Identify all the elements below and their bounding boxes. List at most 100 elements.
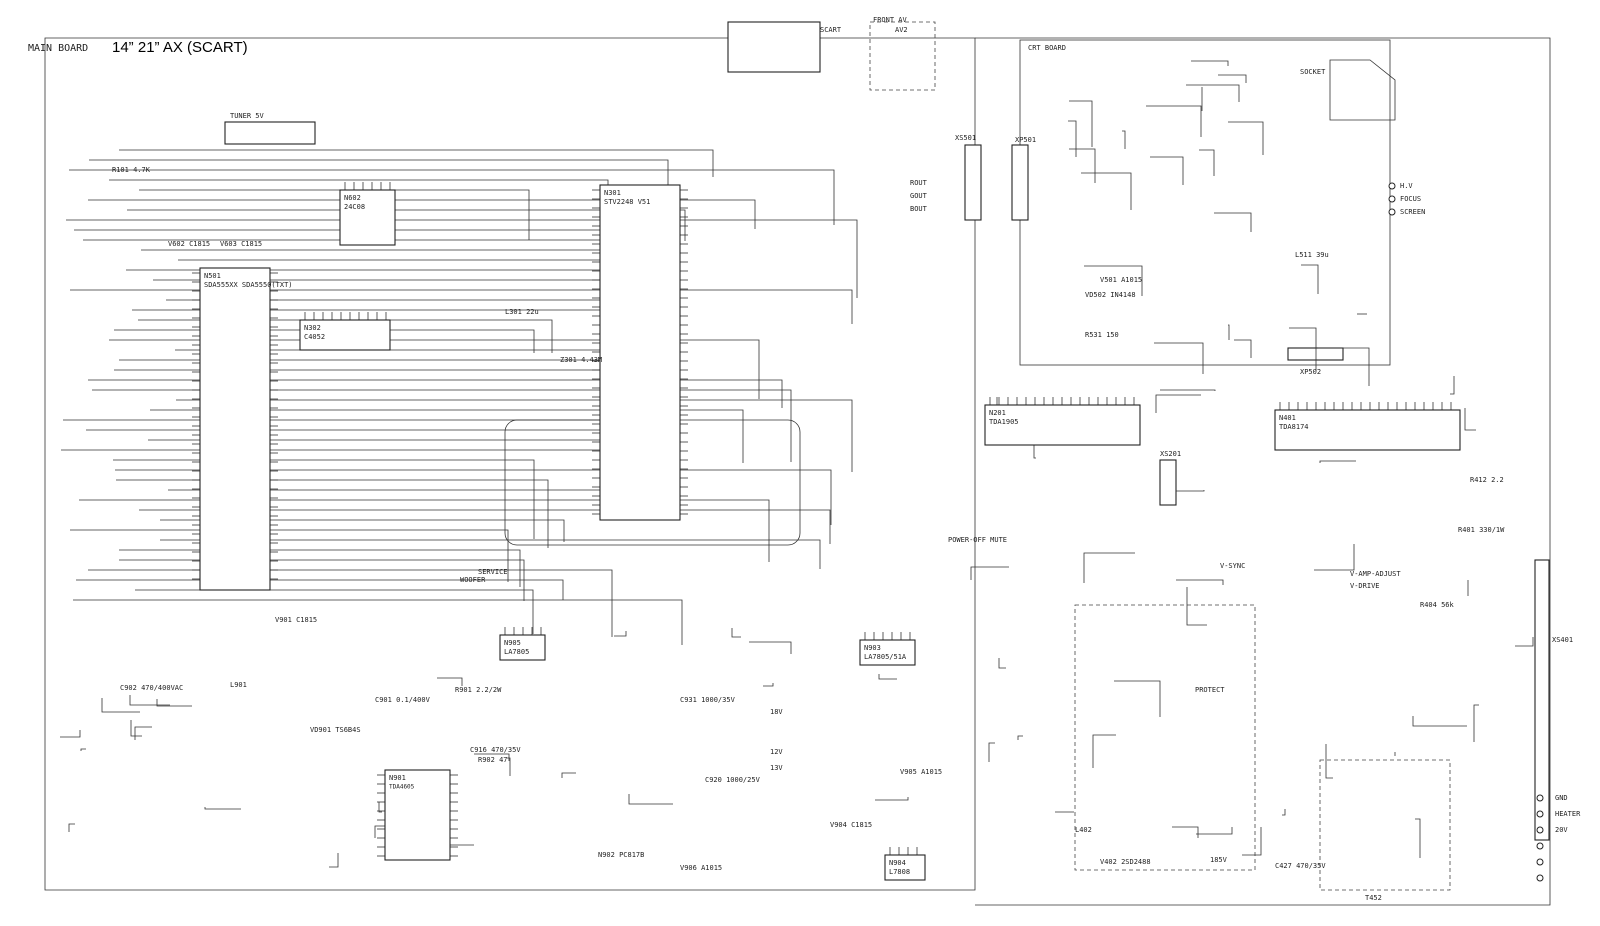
component-label: L901 (230, 681, 247, 689)
connector-label: XS501 (955, 134, 976, 142)
title: 14” 21” AX (SCART) (112, 39, 248, 56)
ic-part: TDA1905 (989, 418, 1019, 426)
signal-label: V-DRIVE (1350, 582, 1380, 590)
wire (763, 683, 774, 687)
ic (599, 184, 681, 521)
signal-label: 20V (1555, 826, 1568, 834)
ic (859, 639, 916, 666)
wire (1186, 84, 1240, 102)
connector-label: XP502 (1300, 368, 1321, 376)
wire (1228, 121, 1264, 155)
wire (474, 753, 510, 761)
wire (1515, 637, 1534, 647)
terminal (1388, 182, 1396, 190)
wire (507, 757, 511, 776)
component-label: L301 22u (505, 308, 539, 316)
ic-ref: N301 (604, 189, 621, 197)
wire (1176, 579, 1224, 585)
signal-label: BOUT (910, 205, 928, 213)
wire (1473, 704, 1479, 742)
scart-connector (727, 21, 821, 73)
wire (1450, 376, 1455, 395)
wire (875, 797, 909, 801)
component-label: R412 2.2 (1470, 476, 1504, 484)
signal-label: GOUT (910, 192, 928, 200)
wire (1412, 716, 1467, 727)
ic-part: 24C08 (344, 203, 365, 211)
terminal (1536, 794, 1544, 802)
ic-part: TDA4605 (389, 784, 415, 791)
wire (1282, 809, 1286, 816)
terminal (1536, 826, 1544, 834)
wire (1228, 324, 1230, 340)
component-label: C931 1000/35V (680, 696, 736, 704)
wire (1069, 100, 1093, 147)
wire (1154, 342, 1204, 374)
terminal (1536, 842, 1544, 850)
component-label: V603 C1815 (220, 240, 262, 248)
wire (1199, 149, 1215, 176)
component-label: R531 150 (1085, 331, 1119, 339)
ic (199, 267, 271, 591)
wire (1114, 680, 1161, 717)
wire (115, 469, 832, 525)
wire (1186, 587, 1207, 626)
wire (92, 389, 792, 462)
wire (1176, 490, 1205, 492)
ic (499, 634, 546, 661)
wire (160, 539, 821, 569)
component-label: V904 C1815 (830, 821, 872, 829)
connector-label: AV2 (895, 26, 908, 34)
signal-label: WOOFER (460, 576, 486, 584)
wire (1214, 212, 1252, 232)
wire (70, 289, 853, 324)
wire (79, 499, 770, 562)
component-label: C916 470/35V (470, 746, 521, 754)
wire (1017, 735, 1023, 740)
signal-label: FOCUS (1400, 195, 1421, 203)
component-label: V602 C1815 (168, 240, 210, 248)
wire (69, 169, 835, 225)
protect-block (1074, 604, 1256, 871)
wire (88, 379, 783, 408)
component-label: L402 (1075, 826, 1092, 834)
signal-label: PROTECT (1195, 686, 1225, 694)
wire (1160, 389, 1216, 391)
ic-part: C4052 (304, 333, 325, 341)
main-board-frame (44, 37, 976, 891)
hv-block (1319, 759, 1451, 891)
crt-socket (1329, 59, 1396, 121)
wire (127, 209, 686, 241)
wire (139, 509, 831, 544)
ic-ref: N201 (989, 409, 1006, 417)
wire (329, 853, 339, 868)
wire (160, 519, 565, 542)
ic-ref: N602 (344, 194, 361, 202)
wire (88, 199, 756, 229)
ic-part: LA7805/51A (864, 653, 907, 661)
ic (884, 854, 926, 881)
wire (628, 794, 673, 805)
wire (749, 641, 792, 654)
connector-xp501 (1011, 144, 1029, 221)
component-label: R901 2.2/2W (455, 686, 502, 694)
component-label: C901 0.1/400V (375, 696, 431, 704)
signal-label: 18V (770, 708, 783, 716)
ic-ref: N501 (204, 272, 221, 280)
wire (1069, 148, 1096, 183)
wire (614, 631, 627, 637)
connector-label: XS201 (1160, 450, 1181, 458)
connector-label: FRONT AV (873, 16, 908, 24)
wire (1068, 120, 1077, 157)
wire (1155, 394, 1201, 413)
wire (1325, 744, 1333, 779)
signal-label: 12V (770, 748, 783, 756)
ic (984, 404, 1141, 446)
wire (101, 698, 140, 713)
wire (1196, 827, 1233, 835)
component-label: VD502 IN4148 (1085, 291, 1136, 299)
component-label: T452 (1365, 894, 1382, 902)
component-label: R401 330/1W (1458, 526, 1505, 534)
wire (378, 802, 382, 813)
